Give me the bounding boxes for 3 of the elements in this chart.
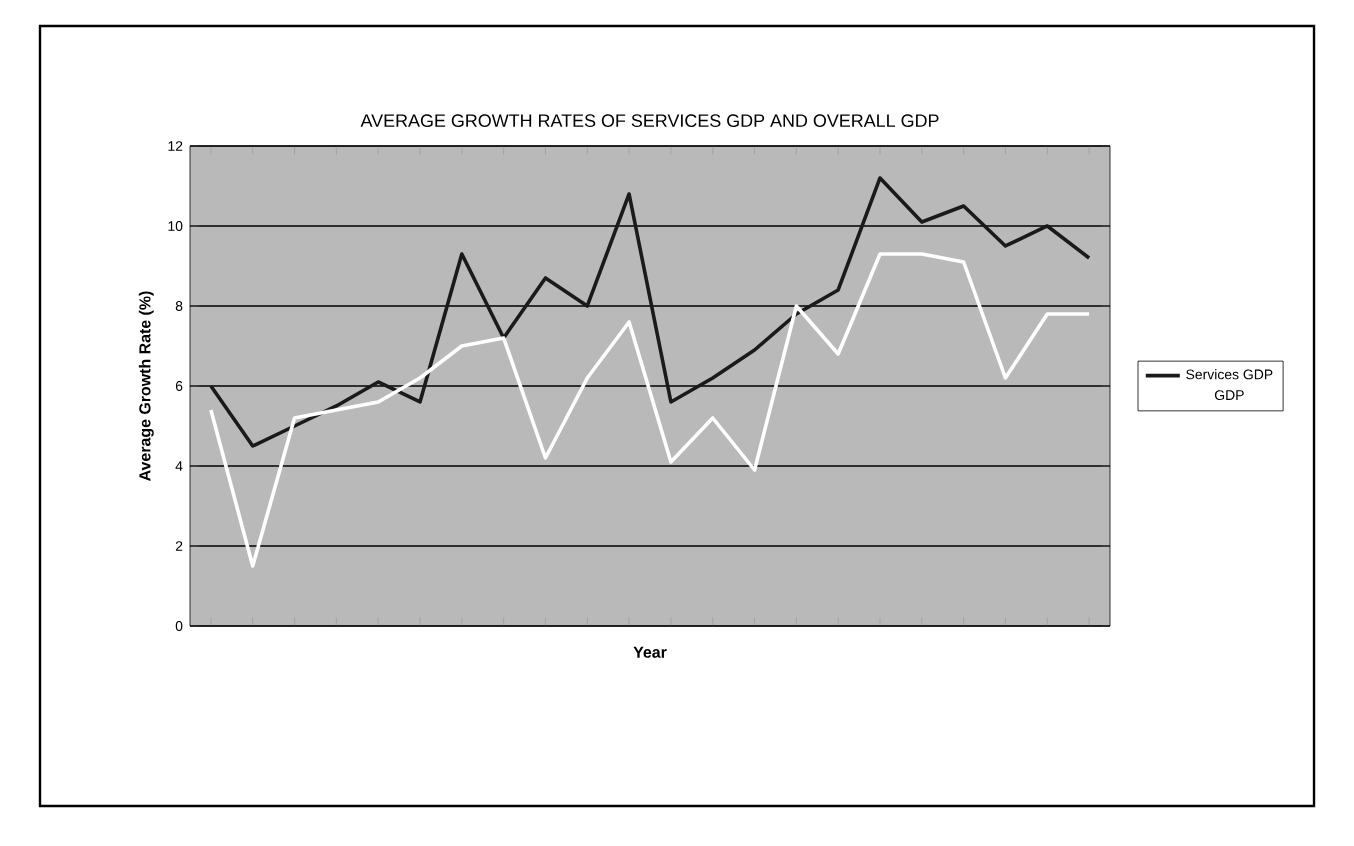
line-series bbox=[209, 252, 1091, 568]
chart-title: AVERAGE GROWTH RATES OF SERVICES GDP AND OVERALL GDP bbox=[360, 114, 939, 128]
line-series bbox=[209, 176, 1091, 448]
